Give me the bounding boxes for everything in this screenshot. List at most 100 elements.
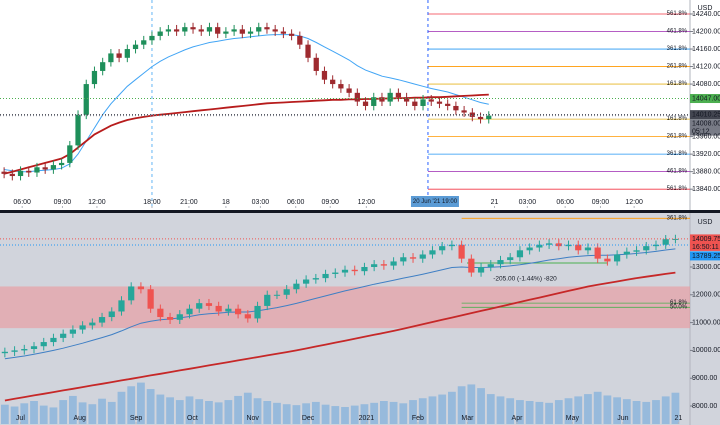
candle-body (305, 44, 311, 58)
candle-body (190, 27, 196, 30)
price-tag-label: 14008.00 (692, 120, 720, 127)
volume-bar (516, 400, 524, 424)
candle-body (293, 283, 300, 290)
volume-bar (107, 401, 116, 424)
volume-bar (78, 402, 87, 424)
fib-label: 50.0% (670, 304, 688, 310)
candle-body (469, 112, 475, 117)
x-tick-label: May (566, 415, 580, 422)
indicator-line (4, 248, 676, 360)
candle-body (128, 286, 135, 301)
candle-body (254, 305, 261, 319)
candle-body (256, 27, 262, 32)
volume-bar (603, 395, 612, 424)
candle-body (79, 325, 86, 330)
crosshair-label: 20 Jun '21 19:00 (413, 199, 458, 205)
candle-body (387, 92, 393, 102)
candle-body (321, 70, 328, 80)
fib-label: 461.8% (667, 169, 688, 175)
volume-bar (205, 401, 213, 424)
candle-body (67, 145, 73, 163)
volume-bar (379, 401, 388, 424)
candle-body (264, 294, 271, 306)
candle-body (98, 317, 106, 323)
candle-body (400, 257, 407, 262)
volume-bar (418, 398, 427, 424)
candle-body (633, 250, 640, 252)
candle-body (461, 110, 467, 113)
x-tick-label: 06:00 (556, 199, 574, 206)
volume-bar (302, 403, 311, 424)
candle-body (272, 29, 278, 32)
x-tick-label: Jul (16, 415, 25, 422)
volume-bar (69, 395, 77, 424)
candle-body (420, 99, 426, 106)
volume-bar (292, 405, 301, 424)
candle-body (516, 250, 524, 258)
axis-unit: USD (698, 219, 713, 226)
candle-body (643, 246, 650, 251)
candle-body (75, 114, 81, 146)
volume-bar (652, 400, 660, 424)
candle-body (215, 305, 222, 312)
volume-bar (243, 392, 252, 424)
candle-body (604, 258, 611, 262)
volume-bar (593, 391, 602, 424)
candle-body (69, 329, 76, 334)
candle-body (215, 27, 221, 34)
y-tick-label: 14240.00 (692, 11, 720, 18)
candle-body (412, 101, 418, 106)
candle-body (303, 279, 310, 284)
candle-body (17, 170, 24, 177)
candle-body (390, 261, 397, 266)
candle-body (594, 247, 601, 259)
candle-body (231, 29, 237, 32)
x-tick-label: Apr (512, 415, 524, 422)
volume-bar (506, 398, 515, 424)
candle-body (486, 115, 492, 120)
candle-body (614, 254, 621, 262)
candle-body (458, 244, 465, 259)
volume-bar (622, 399, 631, 424)
x-tick-label: Nov (246, 415, 259, 422)
price-tag (690, 110, 720, 120)
candle-body (50, 165, 57, 170)
volume-bar (253, 398, 262, 424)
y-tick-label: 8000.00 (692, 403, 717, 410)
measure-label: -205.00 (-1.44%) -820 (493, 276, 557, 283)
candle-body (176, 314, 183, 320)
candle-body (354, 92, 360, 102)
candle-body (42, 167, 48, 170)
candle-body (526, 247, 533, 251)
volume-bar (584, 394, 592, 424)
volume-bar (234, 395, 242, 424)
volume-bar (564, 398, 573, 424)
candle-body (118, 300, 125, 312)
candle-body (428, 99, 434, 102)
y-tick-label: 14160.00 (692, 46, 720, 53)
fib-label: 261.8% (667, 64, 688, 70)
candle-body (34, 167, 40, 173)
candle-body (468, 258, 475, 273)
panel-separator (0, 210, 720, 213)
volume-bar (117, 391, 126, 424)
y-tick-label: 14200.00 (692, 28, 720, 35)
candle-body (108, 53, 114, 63)
y-tick-label: 13000.00 (692, 264, 720, 271)
candle-body (147, 289, 154, 309)
candle-body (477, 266, 485, 273)
candle-body (652, 244, 660, 247)
volume-bar (525, 401, 534, 424)
x-tick-label: 12:00 (625, 199, 643, 206)
candle-body (379, 97, 385, 102)
candle-body (247, 31, 254, 34)
volume-bar (185, 396, 194, 424)
candle-body (225, 308, 232, 312)
volume-bar (59, 400, 68, 424)
y-tick-label: 11000.00 (692, 319, 720, 326)
candle-body (662, 239, 669, 245)
fib-label: 361.8% (667, 46, 688, 52)
volume-bar (88, 404, 97, 424)
candle-body (280, 31, 287, 34)
volume-bar (127, 386, 136, 424)
